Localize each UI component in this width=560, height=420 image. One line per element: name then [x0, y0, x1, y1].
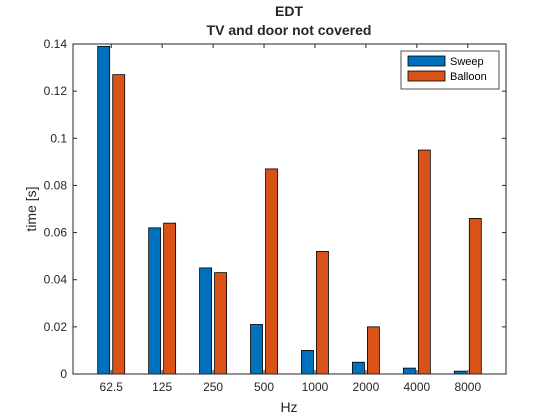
bar-sweep-62.5	[97, 45, 111, 375]
x-axis-label: Hz	[280, 399, 297, 415]
bar-balloon-4000	[417, 149, 431, 375]
bar-balloon-500	[265, 168, 278, 375]
legend: Sweep Balloon	[400, 50, 500, 90]
x-ticks-group: 62.5 125 250 500 1000 2000 4000 8000	[100, 44, 481, 394]
x-tick-label: 2000	[353, 380, 380, 394]
legend-swatch-balloon	[407, 70, 446, 82]
bar-balloon-125	[163, 222, 177, 375]
legend-swatch-sweep	[407, 55, 446, 67]
x-tick-label: 500	[254, 380, 274, 394]
bar-sweep-125	[148, 227, 162, 375]
y-tick-label: 0.06	[44, 226, 68, 240]
legend-label-balloon: Balloon	[450, 71, 487, 83]
bar-sweep-2000	[352, 361, 365, 375]
y-tick-label: 0.04	[44, 273, 68, 287]
bar-balloon-8000	[468, 218, 482, 375]
x-tick-label: 250	[203, 380, 223, 394]
y-tick-label: 0.1	[50, 131, 67, 145]
x-tick-label: 8000	[454, 380, 481, 394]
x-tick-label: 62.5	[100, 380, 124, 394]
chart-subtitle: TV and door not covered	[207, 22, 372, 38]
x-tick-label: 4000	[404, 380, 431, 394]
bar-balloon-1000	[316, 251, 329, 375]
y-ticks-group: 0 0.02 0.04 0.06 0.08 0.1 0.12 0.14	[44, 37, 506, 381]
bar-sweep-4000	[402, 367, 416, 375]
y-axis-label: time [s]	[23, 186, 39, 231]
bar-sweep-500	[250, 324, 263, 375]
y-tick-label: 0	[60, 367, 67, 381]
y-tick-label: 0.12	[44, 84, 68, 98]
y-tick-label: 0.14	[44, 37, 68, 51]
axes-box	[72, 43, 507, 375]
y-tick-label: 0.08	[44, 178, 68, 192]
plot-area	[73, 44, 506, 374]
legend-label-sweep: Sweep	[450, 56, 484, 68]
bar-sweep-250	[199, 267, 212, 375]
x-tick-label: 1000	[302, 380, 329, 394]
axes-group	[72, 43, 507, 375]
bar-sweep-1000	[301, 350, 314, 375]
bar-balloon-2000	[367, 326, 380, 375]
bar-balloon-62.5	[112, 74, 126, 375]
y-tick-label: 0.02	[44, 320, 68, 334]
bar-balloon-250	[214, 272, 227, 375]
chart-title: EDT	[275, 3, 303, 19]
x-tick-label: 125	[152, 380, 172, 394]
